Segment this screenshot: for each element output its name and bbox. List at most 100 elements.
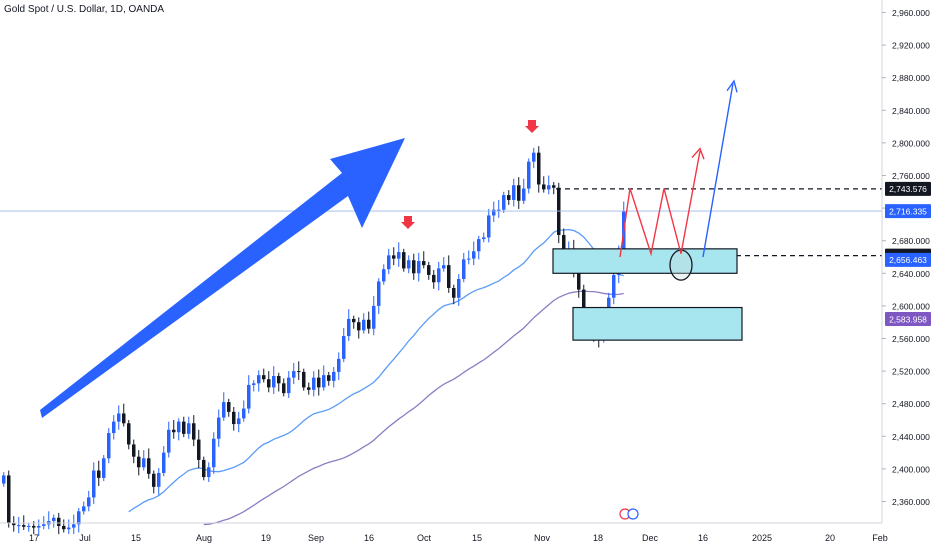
candle [332, 367, 336, 388]
candle [407, 255, 411, 274]
candle-body [112, 421, 116, 434]
candle-body [132, 444, 136, 457]
x-tick-label: Oct [417, 533, 432, 543]
candle-body [67, 527, 71, 530]
candle [182, 416, 186, 438]
candle [337, 352, 341, 381]
candle-body [257, 375, 261, 384]
candle-body [242, 408, 246, 419]
x-tick-label: 15 [472, 533, 482, 543]
red-down-marker [401, 216, 415, 229]
candle [447, 255, 451, 293]
candle-body [347, 318, 351, 337]
candle-body [227, 402, 231, 412]
candle [67, 519, 71, 535]
candle [362, 313, 366, 334]
candle-body [17, 525, 21, 527]
candle-body [172, 429, 176, 433]
candle-body [232, 411, 236, 425]
candle-body [177, 421, 181, 433]
price-label-text: 2,656.463 [889, 255, 927, 265]
candle [412, 253, 416, 280]
candle-body [287, 377, 291, 394]
candle-body [307, 387, 311, 390]
candle-body [42, 524, 46, 526]
x-tick-label: 15 [131, 533, 141, 543]
candle-body [417, 261, 421, 274]
candle [172, 420, 176, 439]
candle [132, 439, 136, 464]
candle-body [107, 433, 111, 459]
candle [237, 411, 241, 433]
candle [437, 261, 441, 291]
candle-body [302, 371, 306, 388]
candle-body [252, 383, 256, 385]
price-label-resistance: 2,743.576 [885, 181, 931, 196]
candle-body [442, 265, 446, 269]
candle-body [267, 379, 271, 388]
y-tick-label: 2,640.000 [892, 269, 930, 279]
candle [452, 284, 456, 305]
candle [157, 468, 161, 495]
x-tick-label: 20 [825, 533, 835, 543]
candle-body [472, 251, 476, 259]
candle-body [457, 279, 461, 298]
candle-body [427, 265, 431, 275]
candle [557, 182, 561, 244]
candle-body [517, 185, 521, 201]
candle-body [322, 375, 326, 388]
y-tick-label: 2,440.000 [892, 432, 930, 442]
candle-body [467, 258, 471, 260]
candle [327, 371, 331, 386]
candle [372, 296, 376, 336]
x-tick-label: Nov [534, 533, 551, 543]
candle [257, 370, 261, 392]
y-tick-label: 2,400.000 [892, 464, 930, 474]
y-tick-label: 2,760.000 [892, 171, 930, 181]
price-label-text: 2,743.576 [889, 184, 927, 194]
price-label-last-price: 2,716.335 [885, 204, 931, 219]
candle [97, 460, 101, 487]
fast-moving-average [128, 228, 624, 513]
candle-body [552, 185, 556, 188]
candle [422, 251, 426, 269]
candle [62, 519, 66, 533]
price-label-box [885, 311, 931, 326]
candle-body [372, 305, 376, 329]
candle [427, 261, 431, 280]
candle [302, 368, 306, 391]
candle-body [447, 265, 451, 288]
candle [72, 514, 76, 535]
candle-body [122, 413, 126, 424]
price-label-box [885, 252, 931, 267]
candle-body [282, 383, 286, 394]
red-projection-path [619, 150, 701, 258]
candle [272, 366, 276, 394]
candle [432, 270, 436, 289]
candle [512, 178, 516, 207]
candle-body [522, 188, 526, 201]
candle-body [27, 525, 31, 527]
candle-body [497, 209, 501, 211]
candle [297, 361, 301, 381]
candle [612, 268, 616, 305]
candle [347, 309, 351, 341]
economic-event-icon [627, 508, 639, 520]
x-tick-label: Aug [196, 533, 212, 543]
candle-body [202, 459, 206, 478]
candle-body [277, 375, 281, 384]
x-tick-label: 19 [261, 533, 271, 543]
candle-body [207, 467, 211, 478]
candle [517, 177, 521, 209]
candle-body [312, 377, 316, 390]
candle-body [72, 524, 76, 528]
y-tick-label: 2,960.000 [892, 8, 930, 18]
candle-body [102, 458, 106, 478]
candle-body [2, 475, 6, 484]
slow-moving-average [203, 290, 624, 526]
y-tick-label: 2,480.000 [892, 399, 930, 409]
candle-body [387, 255, 391, 270]
candle-body [542, 184, 546, 190]
